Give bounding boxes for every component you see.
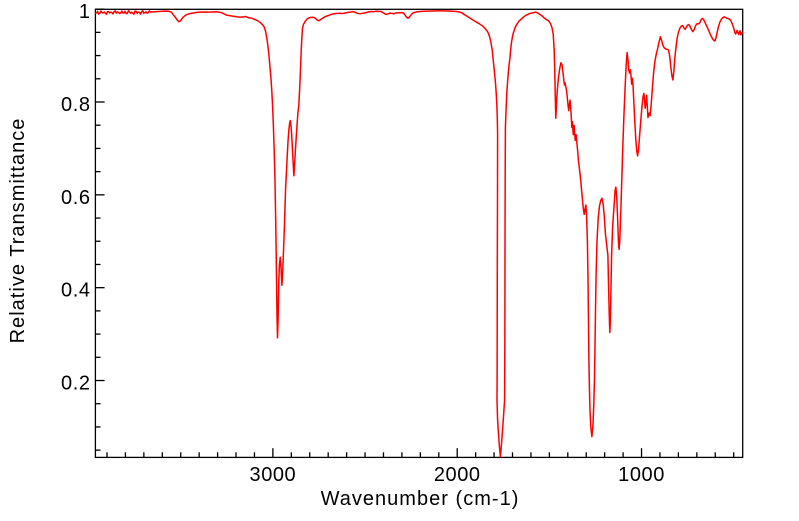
svg-text:Relative Transmittance: Relative Transmittance: [7, 118, 29, 344]
svg-text:Wavenumber (cm-1): Wavenumber (cm-1): [321, 488, 520, 510]
svg-text:2000: 2000: [434, 464, 481, 486]
svg-text:0.4: 0.4: [61, 280, 90, 302]
svg-text:1: 1: [79, 1, 91, 23]
svg-text:0.2: 0.2: [61, 373, 90, 395]
svg-text:1000: 1000: [618, 464, 665, 486]
svg-text:0.6: 0.6: [61, 187, 90, 209]
svg-text:0.8: 0.8: [61, 94, 90, 116]
svg-text:3000: 3000: [250, 464, 297, 486]
